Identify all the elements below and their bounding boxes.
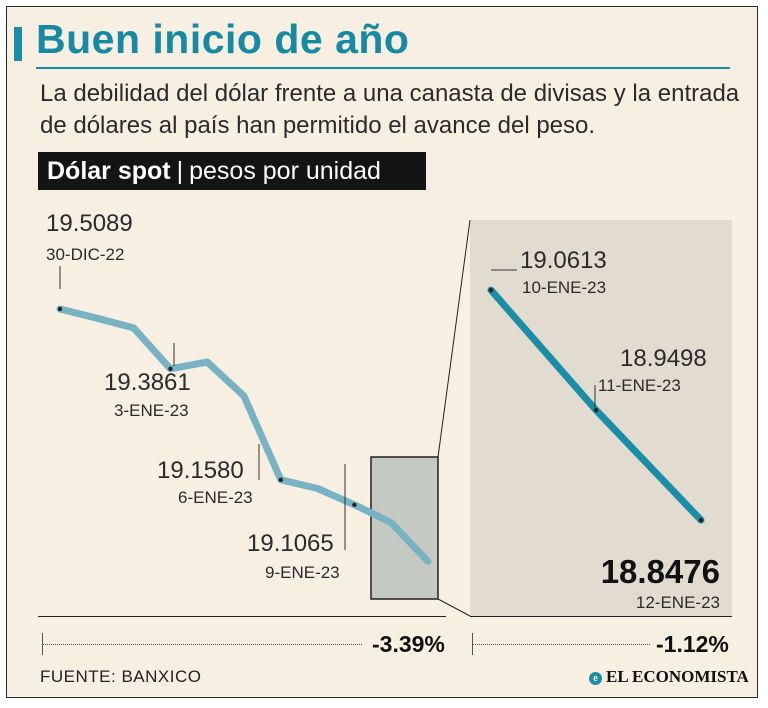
label-date-6ene: 6-ENE-23: [178, 488, 253, 507]
main-baseline: [38, 616, 446, 617]
main-point-3: [168, 366, 173, 371]
zoom-point-0: [488, 287, 494, 293]
label-value-3ene: 19.3861: [104, 369, 191, 396]
title-accent-bar: [14, 27, 22, 61]
unit-label-box: Dólar spot | pesos por unidad: [38, 152, 426, 190]
main-series-line: [56, 305, 432, 565]
main-point-6: [278, 477, 283, 482]
brand-e-icon: e: [589, 672, 602, 685]
zoom-connector-top: [437, 219, 471, 458]
brand-logo: e EL ECONOMISTA: [589, 667, 749, 687]
main-point-0: [57, 306, 63, 312]
label-value-12ene: 18.8476: [601, 553, 720, 590]
label-value-11ene: 18.9498: [620, 345, 707, 372]
label-value-9ene: 19.1065: [247, 530, 334, 557]
main-chart: [56, 305, 432, 565]
main-change-dotted-line: [42, 644, 362, 645]
page-title: Buen inicio de año: [36, 16, 410, 62]
zoom-change-dotted-line: [472, 644, 650, 645]
zoom-connector-bottom: [437, 598, 471, 617]
label-date-30dic: 30-DIC-22: [46, 245, 124, 264]
label-date-12ene: 12-ENE-23: [636, 593, 720, 612]
title-divider: [36, 67, 730, 69]
unit-label-separator: |: [176, 157, 184, 185]
zoom-highlight-box: [370, 456, 439, 600]
label-date-9ene: 9-ENE-23: [265, 563, 340, 582]
label-date-11ene: 11-ENE-23: [598, 376, 681, 395]
zoom-change-label: -1.12%: [656, 631, 729, 657]
main-change-label: -3.39%: [372, 631, 445, 657]
label-value-30dic: 19.5089: [46, 210, 133, 237]
zoom-point-2: [698, 517, 704, 523]
source-note: FUENTE: BANXICO: [40, 667, 202, 686]
label-value-6ene: 19.1580: [157, 457, 244, 484]
zoom-baseline: [470, 616, 732, 617]
label-date-10ene: 10-ENE-23: [522, 278, 606, 297]
unit-label-rest: pesos por unidad: [189, 157, 381, 185]
brand-name: EL ECONOMISTA: [606, 667, 749, 686]
label-date-3ene: 3-ENE-23: [114, 401, 189, 420]
subtitle: La debilidad del dólar frente a una cana…: [40, 80, 740, 139]
zoom-point-1: [593, 407, 599, 413]
zoom-chart: [487, 286, 705, 524]
zoom-series-line: [487, 286, 705, 524]
unit-label-bold: Dólar spot: [47, 157, 171, 185]
label-value-10ene: 19.0613: [520, 247, 607, 274]
main-point-8: [352, 502, 357, 508]
